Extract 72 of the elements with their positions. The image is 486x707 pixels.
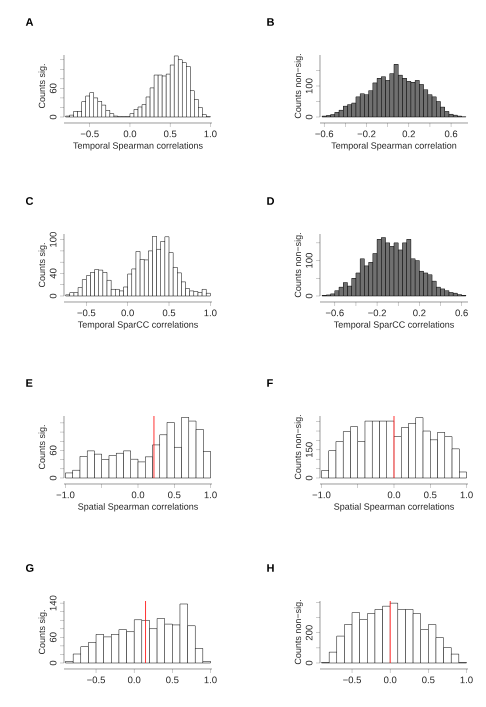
- y-axis-title: Counts non−sig.: [294, 233, 303, 298]
- y-tick-label: 0: [306, 114, 312, 120]
- x-tick-label: 0.5: [422, 676, 435, 684]
- x-tick-label: −0.6: [326, 310, 344, 316]
- y-tick-label: 40: [50, 268, 56, 279]
- x-tick-label: 0.5: [166, 676, 179, 684]
- chart-title: E: [26, 379, 32, 387]
- x-tick-label: 1.0: [204, 676, 217, 684]
- x-tick-label: 1.0: [460, 492, 473, 498]
- y-tick-label: 100: [306, 253, 312, 268]
- y-tick-label: 0: [306, 660, 312, 666]
- x-tick-label: −0.5: [87, 676, 106, 684]
- x-tick-label: 1.0: [204, 310, 217, 316]
- x-tick-label: 0.0: [384, 676, 396, 684]
- x-tick-label: −0.2: [358, 130, 376, 138]
- y-tick-label: 140: [50, 596, 56, 610]
- x-tick-label: 0.5: [162, 310, 176, 316]
- x-tick-label: 0.2: [402, 130, 415, 138]
- y-axis-title: Counts non−sig.: [294, 54, 303, 118]
- x-tick-label: −0.6: [315, 130, 334, 138]
- x-axis-title: Temporal SparCC correlations: [78, 321, 198, 330]
- x-axis-title: Temporal Spearman correlations: [73, 142, 203, 151]
- chart-title: C: [26, 197, 34, 205]
- x-tick-label: 0.6: [455, 310, 468, 316]
- chart-title: B: [267, 18, 274, 26]
- x-tick-label: 0.5: [424, 492, 436, 498]
- x-tick-label: 0.0: [121, 310, 134, 316]
- x-axis-title: Temporal SparCC correlations: [334, 321, 454, 330]
- y-tick-label: 150: [306, 442, 312, 458]
- y-tick-label: 0: [50, 294, 56, 298]
- chart-title: F: [267, 379, 273, 387]
- chart-title: G: [26, 564, 34, 572]
- x-tick-label: −0.2: [368, 310, 386, 316]
- y-axis-title: Counts non−sig.: [294, 415, 303, 480]
- y-tick-label: 60: [50, 83, 56, 94]
- y-axis-title: Counts sig.: [38, 64, 47, 108]
- y-tick-label: 60: [50, 446, 56, 456]
- y-tick-label: 60: [50, 632, 56, 642]
- y-tick-label: 100: [50, 232, 56, 247]
- x-tick-label: 0.5: [164, 130, 176, 138]
- y-axis-title: Counts sig.: [38, 243, 47, 288]
- y-tick-label: 0: [50, 114, 56, 120]
- x-tick-label: −0.5: [77, 310, 96, 316]
- y-axis-title: Counts sig.: [38, 610, 47, 654]
- y-tick-label: 100: [306, 78, 312, 94]
- x-tick-label: 1.0: [460, 676, 473, 684]
- x-axis-title: Temporal Spearman correlation: [331, 142, 456, 151]
- x-tick-label: 1.0: [204, 130, 217, 138]
- x-tick-label: −0.5: [80, 130, 99, 138]
- x-axis-title: Spatial Spearman correlations: [334, 503, 454, 512]
- x-tick-label: 0.5: [168, 492, 180, 498]
- x-tick-label: 1.0: [204, 492, 217, 498]
- y-axis-title: Counts non−sig.: [294, 600, 303, 664]
- x-tick-label: 0.0: [128, 676, 140, 684]
- x-tick-label: −0.5: [343, 676, 362, 684]
- x-tick-label: 0.0: [124, 130, 136, 138]
- y-tick-label: 0: [50, 660, 56, 666]
- x-axis-title: Spatial Spearman correlations: [78, 503, 198, 512]
- y-tick-label: 0: [50, 476, 56, 480]
- y-tick-label: 0: [306, 476, 312, 480]
- chart-title: A: [26, 18, 34, 26]
- x-tick-label: 0.0: [388, 492, 400, 498]
- chart-title: H: [267, 564, 274, 572]
- y-tick-label: 200: [306, 625, 312, 640]
- x-tick-label: 0.2: [413, 310, 426, 316]
- x-tick-label: −1.0: [312, 492, 330, 498]
- x-tick-label: 0.0: [132, 492, 144, 498]
- y-tick-label: 0: [306, 294, 312, 298]
- chart-title: D: [267, 197, 274, 205]
- x-tick-label: 0.6: [444, 130, 458, 138]
- y-axis-title: Counts sig.: [38, 425, 47, 470]
- x-tick-label: −1.0: [56, 492, 74, 498]
